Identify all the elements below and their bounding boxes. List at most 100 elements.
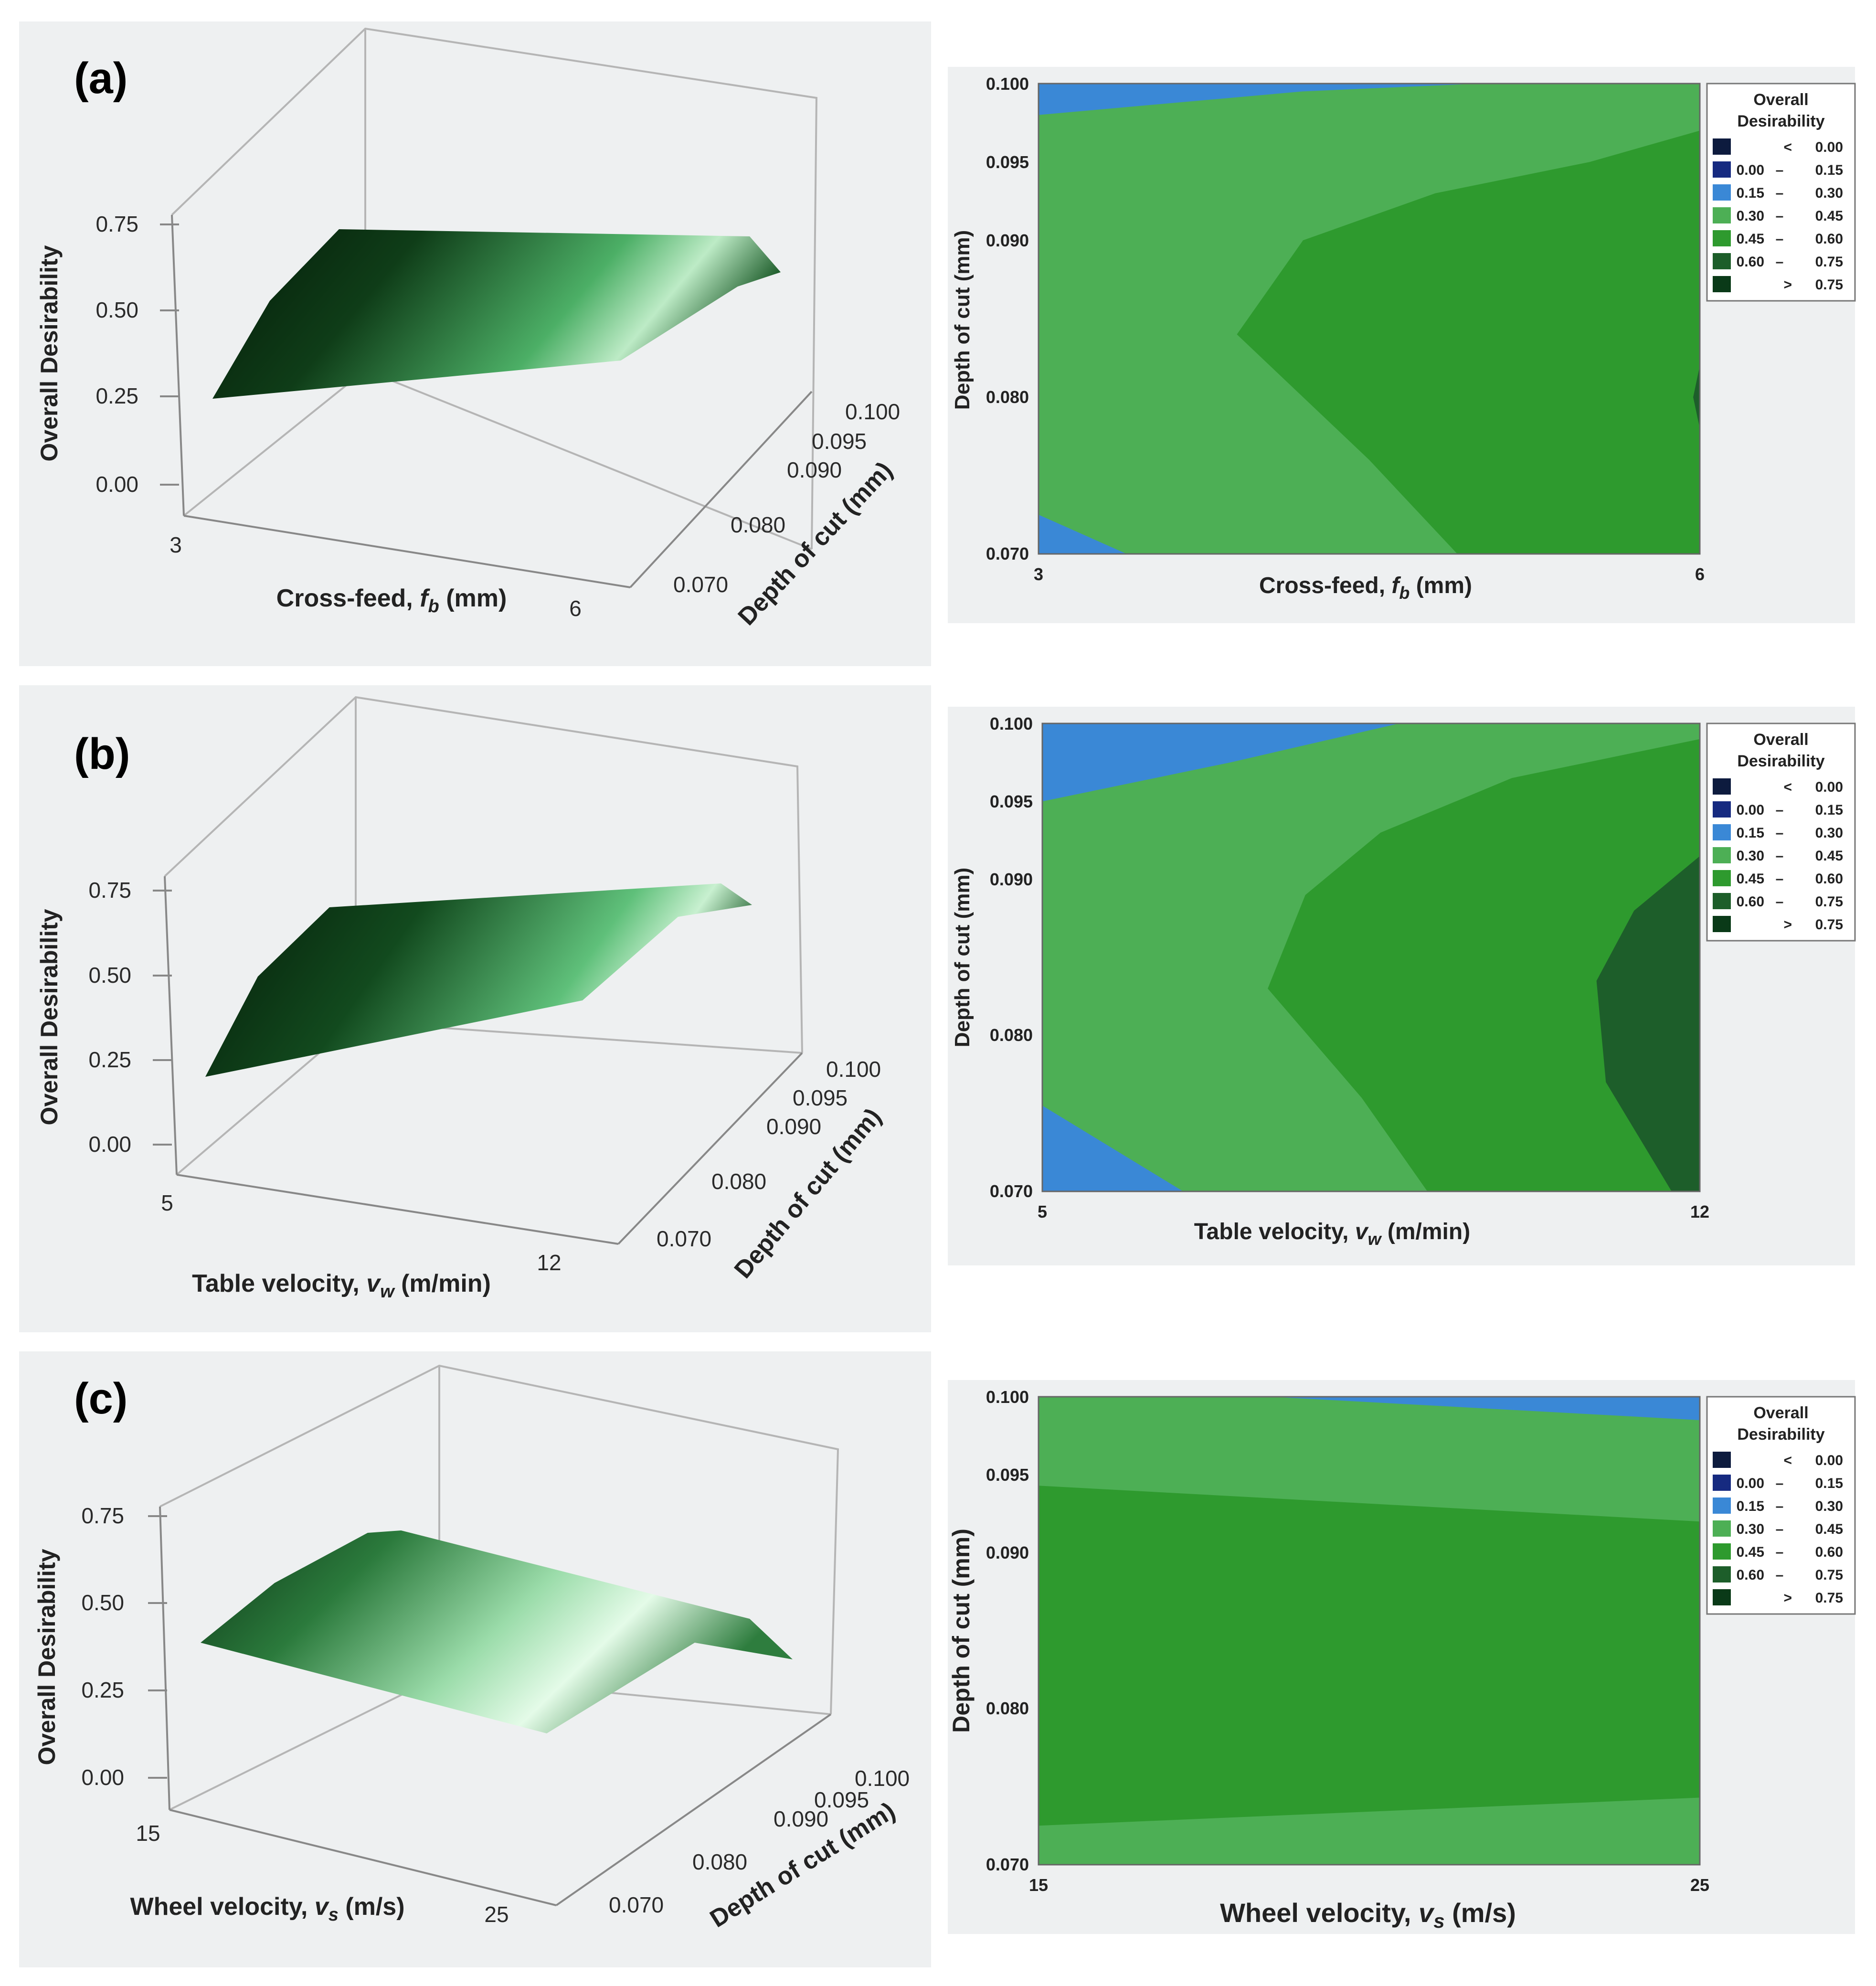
legend-swatch — [1713, 778, 1731, 795]
z-axis — [164, 876, 178, 1175]
z-tick-label: 0.00 — [81, 1765, 124, 1790]
x-tick-label: 3 — [170, 532, 182, 557]
legend-label-high: 0.45 — [1815, 1521, 1843, 1537]
legend-label-high: 0.60 — [1815, 871, 1843, 887]
z-tick-label: 0.50 — [95, 297, 138, 322]
y-axis-title: Depth of cut (mm) — [951, 868, 974, 1047]
y-tick-label: 0.080 — [986, 1699, 1029, 1718]
contour-plot-a: 0.070 0.080 0.090 0.095 0.100 3 6 Depth … — [948, 67, 1856, 623]
legend-title-line1: Overall — [1753, 91, 1808, 109]
legend-label-high: 0.45 — [1815, 208, 1843, 224]
z-tick-label: 0.00 — [88, 1132, 131, 1157]
legend-swatch — [1713, 1543, 1731, 1560]
legend-swatch — [1713, 847, 1731, 863]
x-tick-label: 15 — [1029, 1875, 1048, 1895]
x-title-sub: b — [428, 596, 439, 616]
z-tick-label: 0.00 — [95, 472, 138, 497]
y-tick-label: 0.095 — [793, 1085, 848, 1110]
y-tick-label: 0.070 — [986, 1855, 1029, 1874]
y-tick-label: 0.100 — [845, 399, 900, 424]
y-tick-label: 0.100 — [990, 714, 1033, 733]
legend-label-high: 0.00 — [1815, 1453, 1843, 1468]
legend-swatch — [1713, 1520, 1731, 1537]
x-axis — [183, 515, 631, 588]
y-axis-title: Depth of cut (mm) — [951, 230, 974, 410]
legend-label-high: 0.15 — [1815, 162, 1843, 178]
y-tick-label: 0.095 — [986, 1465, 1029, 1485]
x-title-unit: (mm) — [439, 584, 507, 612]
legend-swatch — [1713, 1566, 1731, 1582]
legend-label-high: 0.45 — [1815, 848, 1843, 864]
contour-region-1 — [1270, 1397, 1700, 1420]
legend-label-low: 0.60 — [1737, 1567, 1764, 1583]
z-tick-label: 0.50 — [81, 1590, 124, 1615]
legend-label-low: 0.30 — [1737, 1521, 1764, 1537]
legend-box — [1706, 722, 1856, 942]
legend-label-high: 0.15 — [1815, 1476, 1843, 1491]
panel-c: (c) 0.00 0.25 0.50 0.75 Overall Desirabi… — [19, 1351, 1856, 1967]
box-back-frame — [171, 27, 818, 550]
y-tick-labels: 0.070 0.080 0.090 0.095 0.100 — [657, 1057, 881, 1251]
y-tick-label: 0.095 — [814, 1787, 869, 1812]
legend-box — [1706, 83, 1856, 302]
y-tick-labels: 0.070 0.080 0.090 0.095 0.100 — [609, 1766, 910, 1917]
contour-region-3 — [1268, 739, 1700, 1191]
z-tick-label: 0.50 — [88, 963, 131, 988]
legend-label-low: < — [1783, 779, 1792, 795]
y-tick-labels: 0.070 0.080 0.090 0.095 0.100 — [990, 714, 1033, 1201]
legend-title-line1: Overall — [1753, 731, 1808, 749]
legend-swatch — [1713, 230, 1731, 246]
contour-regions — [1039, 1397, 1700, 1865]
legend-dash: – — [1776, 1544, 1784, 1560]
x-title-unit: (m/min) — [394, 1270, 491, 1297]
legend-dash: – — [1776, 802, 1784, 818]
surface-plot-a: (a) 0.00 0.25 0.50 0.75 Overall Desirab — [19, 21, 931, 666]
y-tick-label: 0.095 — [812, 429, 867, 454]
legend-title-line2: Desirability — [1737, 752, 1824, 770]
response-surface-a — [212, 229, 781, 399]
legend-swatch — [1713, 1497, 1731, 1514]
x-title-sub: w — [1368, 1229, 1382, 1249]
contour-region-2 — [1042, 1105, 1184, 1191]
x-title-var: f — [1391, 573, 1401, 598]
legend-title-line2: Desirability — [1737, 112, 1824, 130]
legend-swatch — [1713, 870, 1731, 886]
z-axis-title: Overall Desirability — [36, 245, 63, 461]
x-title-var: v — [366, 1270, 382, 1297]
legend-dash: – — [1776, 185, 1784, 201]
z-axis-title: Overall Desirability — [33, 1549, 60, 1765]
legend-label-low: 0.45 — [1737, 231, 1764, 247]
legend-title-line1: Overall — [1753, 1404, 1808, 1422]
legend-dash: – — [1776, 231, 1784, 247]
legend-swatch — [1713, 893, 1731, 909]
z-tick-label: 0.25 — [81, 1678, 124, 1702]
box-back-frame — [159, 1364, 839, 1715]
legend-label-high: 0.75 — [1815, 254, 1843, 270]
y-tick-label: 0.080 — [731, 512, 785, 537]
contour-regions — [1042, 723, 1700, 1191]
z-tick-label: 0.75 — [95, 212, 138, 236]
legend-swatch — [1713, 916, 1731, 932]
x-tick-label: 12 — [537, 1250, 561, 1275]
legend-label-high: 0.60 — [1815, 231, 1843, 247]
contour-region-4 — [1596, 856, 1700, 1191]
x-tick-label: 5 — [1038, 1202, 1047, 1221]
y-axis — [617, 1052, 803, 1245]
z-tick-labels: 0.00 0.25 0.50 0.75 — [88, 878, 131, 1157]
legend-swatch — [1713, 1452, 1731, 1468]
y-tick-label: 0.100 — [826, 1057, 881, 1082]
legend-swatch — [1713, 207, 1731, 223]
panel-a: (a) 0.00 0.25 0.50 0.75 Overall Desirab — [19, 21, 1856, 666]
x-axis-title: Wheel velocity, vs (m/s) — [130, 1893, 404, 1925]
legend-label-high: 0.75 — [1815, 277, 1843, 293]
box-floor-edge-left — [169, 1675, 440, 1811]
x-axis — [176, 1174, 619, 1245]
contour-region-2 — [1039, 514, 1127, 554]
x-axis — [169, 1809, 557, 1906]
x-title-sub: s — [1433, 1910, 1444, 1932]
x-title-sub: b — [1399, 583, 1410, 603]
legend-label-low: 0.00 — [1737, 1476, 1764, 1491]
x-tick-label: 6 — [569, 596, 582, 621]
legend-dash: – — [1776, 848, 1784, 864]
